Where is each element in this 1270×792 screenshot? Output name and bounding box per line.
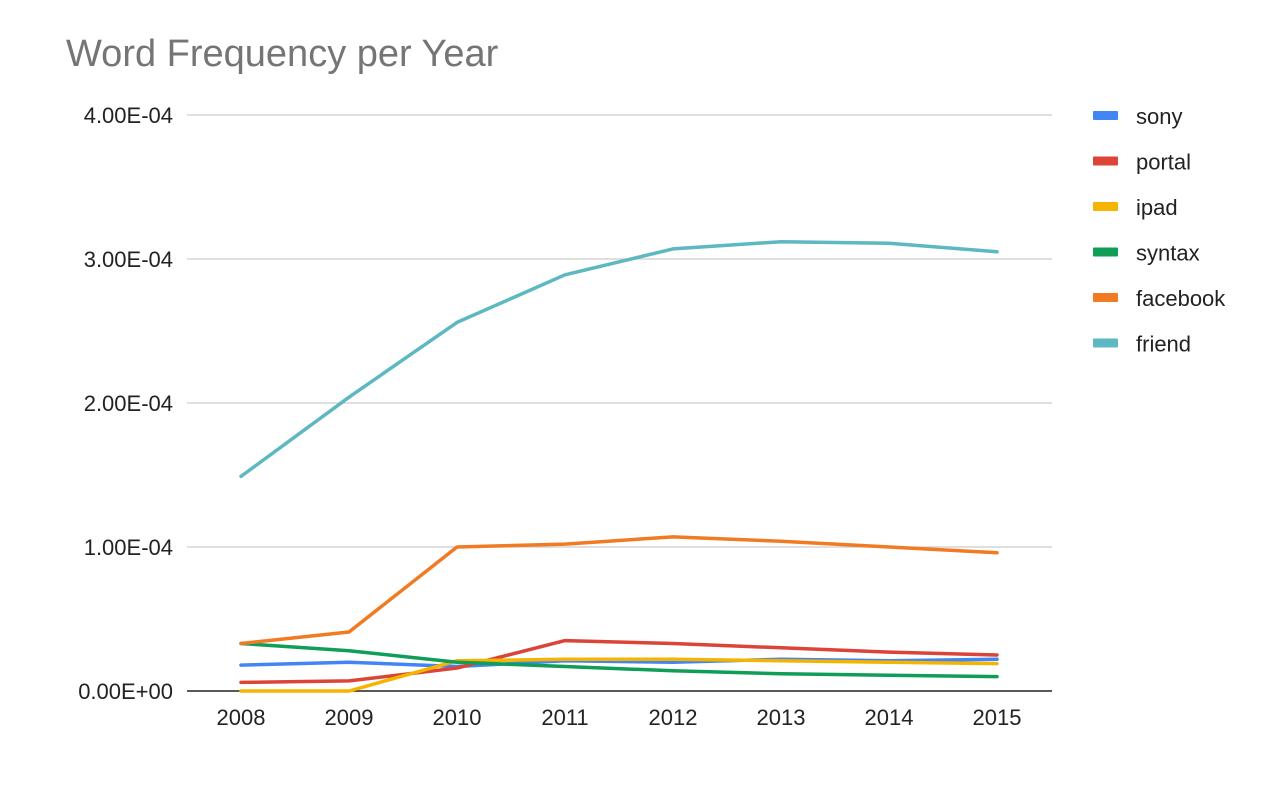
legend: sony portal ipad syntax facebook friend — [1093, 104, 1226, 357]
y-tick-label: 0.00E+00 — [78, 679, 173, 704]
x-axis: 2008 2009 2010 2011 2012 2013 2014 2015 — [187, 690, 1052, 730]
legend-label-ipad: ipad — [1136, 195, 1178, 220]
legend-swatch-sony — [1093, 111, 1118, 120]
x-tick-label: 2015 — [973, 705, 1022, 730]
legend-swatch-portal — [1093, 156, 1118, 166]
legend-swatch-facebook — [1093, 293, 1118, 302]
series-line-friend — [239, 239, 999, 479]
legend-label-portal: portal — [1136, 150, 1191, 175]
y-tick-label: 3.00E-04 — [84, 247, 173, 272]
x-tick-label: 2013 — [757, 705, 806, 730]
y-tick-label: 4.00E-04 — [84, 103, 173, 128]
legend-swatch-friend — [1093, 338, 1118, 348]
series-line-ipad — [239, 657, 999, 693]
legend-swatch-syntax — [1093, 247, 1118, 257]
gridlines — [187, 114, 1052, 548]
legend-label-facebook: facebook — [1136, 286, 1226, 311]
x-tick-label: 2011 — [541, 705, 588, 730]
legend-label-syntax: syntax — [1136, 241, 1200, 266]
legend-label-sony: sony — [1136, 104, 1182, 129]
y-tick-label: 2.00E-04 — [84, 391, 173, 416]
x-tick-label: 2014 — [865, 705, 914, 730]
series-line-syntax — [239, 641, 999, 679]
legend-label-friend: friend — [1136, 332, 1191, 357]
x-tick-label: 2012 — [649, 705, 698, 730]
legend-swatch-ipad — [1093, 202, 1118, 211]
y-axis: 0.00E+00 1.00E-04 2.00E-04 3.00E-04 4.00E-04 — [78, 103, 173, 704]
x-tick-label: 2008 — [217, 705, 266, 730]
x-tick-label: 2010 — [433, 705, 482, 730]
series-lines — [239, 239, 999, 693]
x-tick-label: 2009 — [325, 705, 374, 730]
y-tick-label: 1.00E-04 — [84, 535, 173, 560]
chart-title: Word Frequency per Year — [66, 33, 499, 75]
series-line-facebook — [239, 535, 999, 646]
series-line-portal — [239, 638, 999, 685]
